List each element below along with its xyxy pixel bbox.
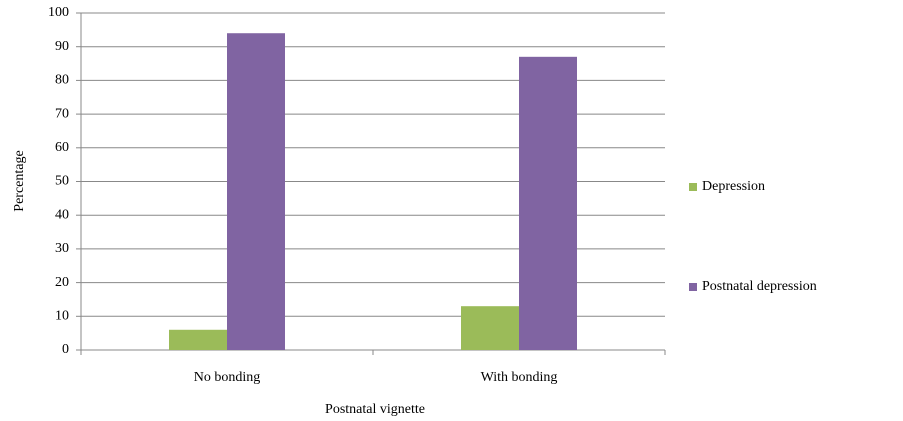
bar (519, 56, 577, 351)
y-tick-label: 40 (55, 207, 69, 222)
legend-swatch (689, 283, 697, 291)
y-tick-label: 90 (55, 39, 69, 54)
y-tick-label: 60 (55, 140, 69, 155)
legend-label: Postnatal depression (702, 279, 817, 294)
y-tick-label: 30 (55, 241, 69, 256)
legend-label: Depression (702, 179, 765, 194)
bar (461, 306, 519, 350)
x-tick-label: No bonding (194, 370, 261, 385)
x-tick-label: With bonding (481, 370, 558, 385)
bar (169, 329, 227, 350)
y-tick-label: 10 (55, 309, 69, 324)
y-axis-title: Percentage (12, 150, 27, 211)
y-tick-label: 20 (55, 275, 69, 290)
x-axis-title: Postnatal vignette (325, 402, 425, 417)
y-tick-label: 70 (55, 106, 69, 121)
y-tick-label: 100 (48, 5, 69, 20)
y-tick-label: 50 (55, 174, 69, 189)
bar (227, 33, 285, 350)
y-tick-label: 0 (62, 342, 69, 357)
y-tick-label: 80 (55, 73, 69, 88)
legend-swatch (689, 183, 697, 191)
